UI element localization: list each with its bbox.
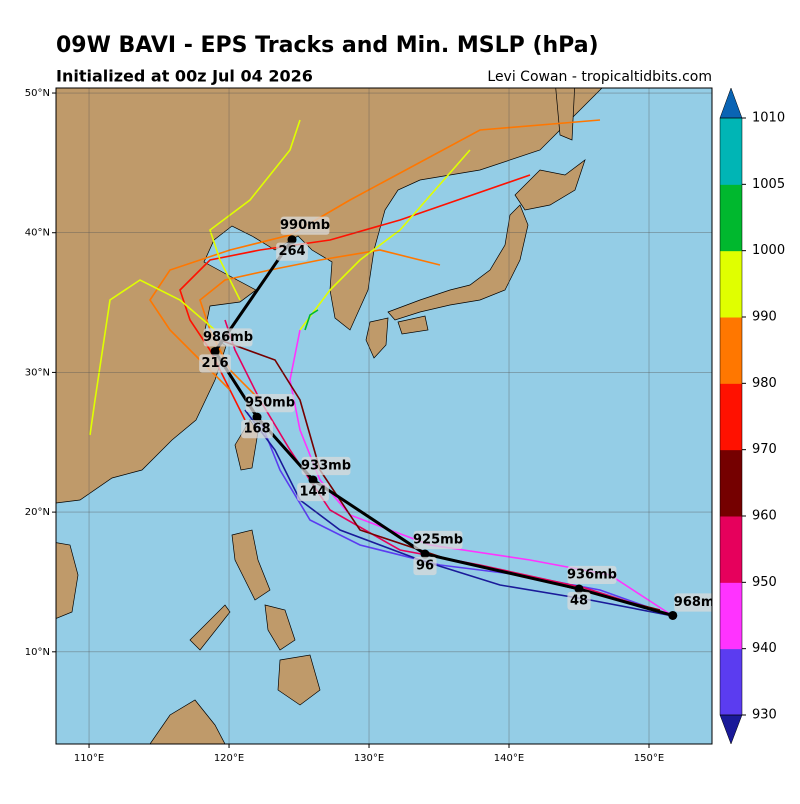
mean-track-point	[210, 346, 220, 356]
label-box	[276, 242, 308, 261]
colorbar-tick-label: 970	[752, 442, 777, 457]
track	[224, 319, 674, 617]
label-box	[199, 354, 231, 373]
hokkaido	[514, 159, 586, 211]
lat-tick-label: 20°N	[25, 507, 50, 518]
frame	[55, 87, 713, 745]
colorbar-tick-label: 950	[752, 575, 777, 590]
shikoku	[397, 315, 429, 335]
colorbar-tick-label: 1010	[752, 111, 785, 126]
track	[149, 119, 601, 391]
lat-tick-label: 30°N	[25, 367, 50, 378]
label-box	[413, 530, 463, 550]
annotation-label: 48	[570, 593, 588, 608]
subtitle: Initialized at 00z Jul 04 2026	[56, 67, 313, 86]
track	[89, 279, 216, 436]
credit: Levi Cowan - tropicaltidbits.com	[487, 69, 712, 85]
colorbar-tick-label: 990	[752, 310, 777, 325]
label-box	[567, 591, 591, 611]
land	[56, 542, 79, 619]
label-box	[280, 216, 330, 235]
overlay: 968mb 936mb 48 925mb 96 933mb 144 950mb 168 986mb…	[56, 88, 724, 744]
kyushu	[365, 317, 389, 359]
honshu	[387, 204, 529, 321]
label-box	[301, 456, 351, 476]
luzon	[231, 529, 271, 601]
mean-track-point	[574, 584, 584, 594]
colorbar-segment	[720, 582, 742, 650]
lon-tick-label: 130°E	[354, 753, 384, 764]
annotation-label: 216	[201, 356, 228, 371]
annotation-label: 168	[243, 422, 270, 437]
colorbar-segment	[720, 317, 742, 384]
track	[259, 419, 674, 617]
colorbar-segment	[720, 383, 742, 451]
annotation-label: 986mb	[203, 330, 253, 345]
palawan	[189, 604, 231, 651]
mean-track-point	[308, 475, 318, 485]
colorbar-tick-label: 980	[752, 376, 777, 391]
colorbar-tick-label: 930	[752, 708, 777, 723]
colorbar-under	[719, 714, 743, 745]
map-area: 968mb 936mb 48 925mb 96 933mb 144 950mb 168 986mb…	[56, 88, 724, 744]
annotation-label: 968mb	[674, 595, 724, 610]
track	[209, 119, 301, 301]
mean-track-point	[252, 412, 262, 422]
annotation-label: 936mb	[567, 567, 617, 582]
colorbar-segment	[720, 516, 742, 583]
label-box	[241, 420, 273, 439]
colorbar-segment	[720, 118, 742, 185]
lon-tick-label: 120°E	[214, 753, 244, 764]
lat-tick-label: 10°N	[25, 647, 50, 658]
annotation-label: 925mb	[413, 533, 463, 548]
colorbar-tick-label: 940	[752, 641, 777, 656]
colorbar-segment	[720, 648, 742, 716]
title: 09W BAVI - EPS Tracks and Min. MSLP (hPa…	[56, 33, 599, 58]
annotation-label: 264	[278, 244, 305, 259]
colorbar-frame	[719, 117, 743, 716]
track	[304, 309, 319, 331]
mean-track-point	[668, 610, 678, 620]
lon-tick-label: 110°E	[74, 753, 104, 764]
annotation-label: 96	[416, 559, 434, 574]
mindanao	[277, 654, 321, 706]
colorbar-segment	[720, 250, 742, 318]
track	[299, 149, 471, 331]
lon-tick-label: 150°E	[634, 753, 664, 764]
mean-track-point	[287, 235, 297, 245]
land	[56, 88, 603, 504]
mean-track-point	[420, 549, 430, 559]
sakhalin	[555, 88, 575, 141]
label-box	[413, 556, 437, 576]
colorbar: 930 940 950 960 970 980 990 1000 1005 1010	[719, 87, 785, 745]
annotation-label: 144	[299, 484, 326, 499]
colorbar-tick-label: 1005	[752, 177, 785, 192]
visayas	[264, 604, 296, 651]
annotation-label: 990mb	[280, 218, 330, 233]
colorbar-over	[719, 87, 743, 119]
label-box	[297, 482, 329, 502]
annotation-label: 933mb	[301, 458, 351, 473]
colorbar-segment	[720, 184, 742, 252]
borneo	[149, 699, 226, 744]
colorbar-tick-label: 960	[752, 509, 777, 524]
lat-tick-label: 50°N	[25, 88, 50, 99]
lon-tick-label: 140°E	[494, 753, 524, 764]
label-box	[203, 328, 253, 347]
label-box	[567, 565, 617, 585]
colorbar-tick-label: 1000	[752, 243, 785, 258]
label-box	[245, 394, 295, 413]
annotation-label: 950mb	[245, 396, 295, 411]
lat-tick-label: 40°N	[25, 228, 50, 239]
colorbar-segment	[720, 449, 742, 517]
label-box	[674, 593, 712, 612]
